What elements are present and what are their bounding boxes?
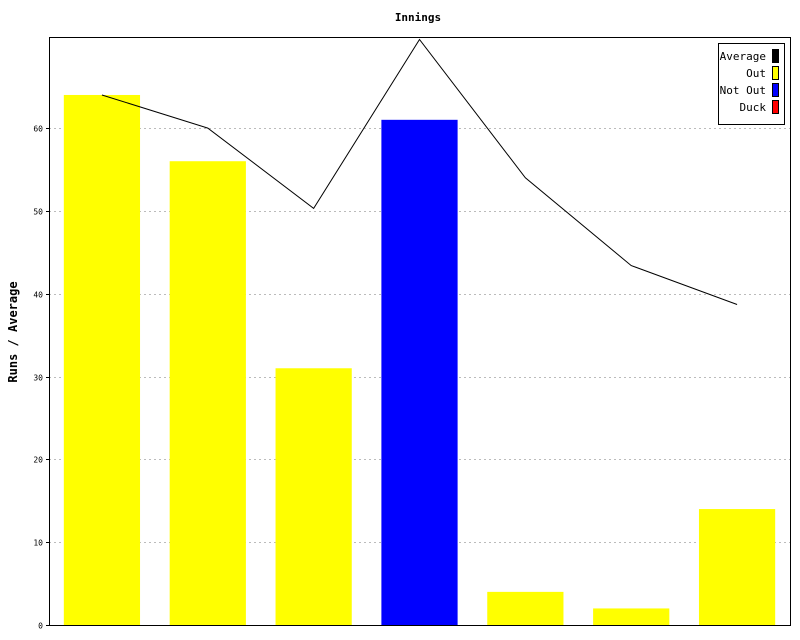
legend: Average Out Not Out Duck: [718, 43, 785, 125]
bar: [275, 368, 352, 625]
average-line: [101, 38, 738, 305]
y-axis-ticks: 0 10 20 30 40 50 60: [33, 125, 49, 631]
y-tick-label: 40: [33, 291, 43, 300]
y-tick-label: 0: [38, 622, 43, 631]
y-tick-label: 30: [33, 374, 43, 383]
bar: [593, 608, 670, 625]
legend-label: Not Out: [720, 84, 766, 97]
bar: [63, 94, 141, 626]
bar: [169, 161, 246, 626]
y-tick-label: 60: [33, 125, 43, 134]
legend-swatch: [772, 49, 779, 63]
y-tick-label: 50: [33, 208, 43, 217]
bar: [487, 591, 564, 625]
plot-frame: [49, 37, 791, 626]
average-series-line: [101, 38, 738, 305]
legend-swatch: [772, 83, 779, 97]
y-tick-label: 20: [33, 456, 43, 465]
chart-title: Innings: [395, 11, 441, 24]
y-tick-label: 10: [33, 539, 43, 548]
bars: [63, 94, 776, 626]
legend-label: Average: [720, 50, 766, 63]
legend-label: Duck: [740, 101, 767, 114]
legend-label: Out: [746, 67, 766, 80]
legend-swatch: [772, 100, 779, 114]
bar: [698, 509, 776, 625]
y-axis-label: Runs / Average: [6, 281, 20, 382]
legend-swatch: [772, 66, 779, 80]
bar: [381, 119, 458, 626]
